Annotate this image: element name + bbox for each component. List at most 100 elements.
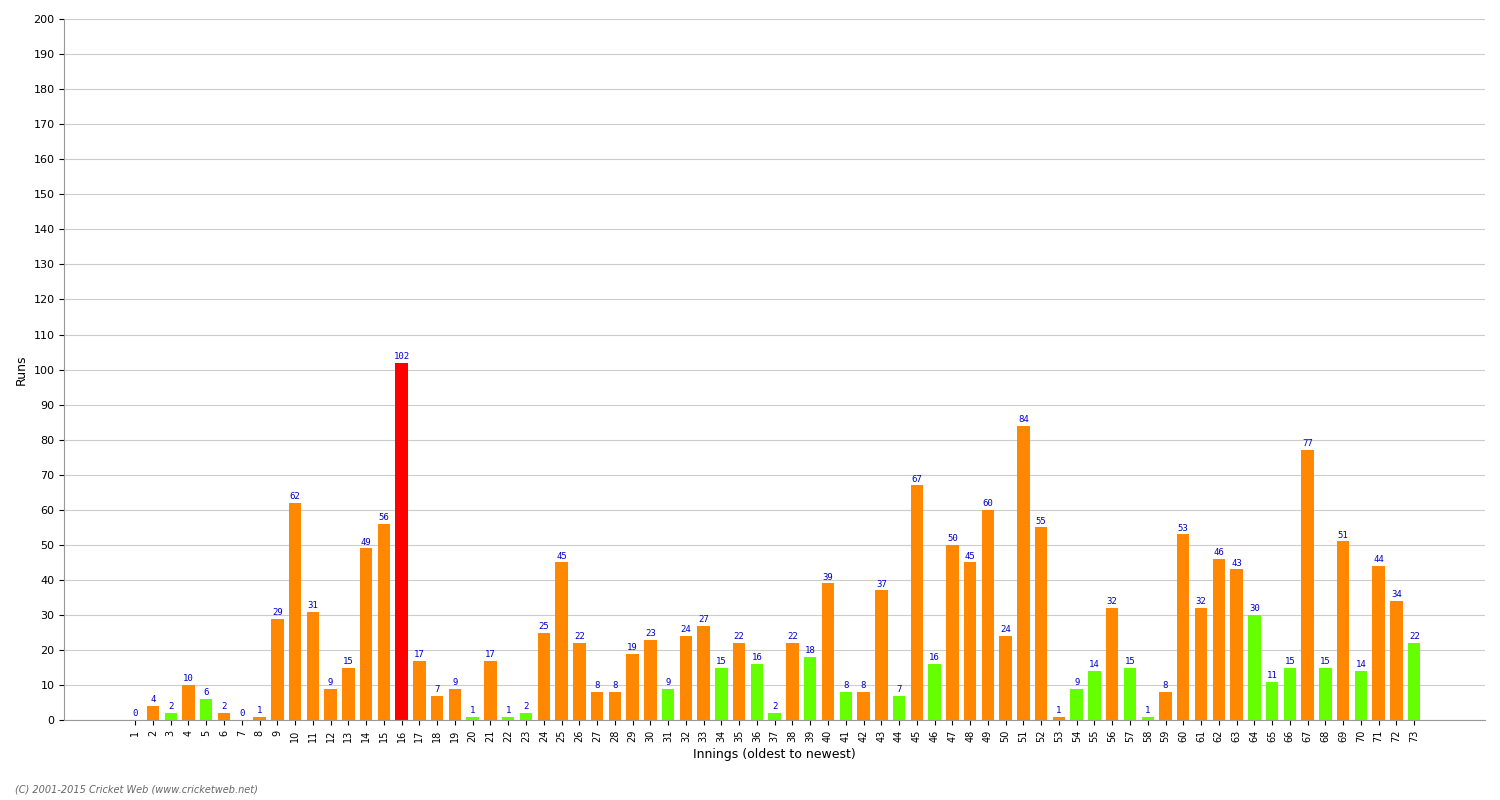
Text: 8: 8 <box>594 682 600 690</box>
Bar <box>1178 534 1190 720</box>
Bar <box>981 510 994 720</box>
Bar <box>804 657 816 720</box>
Bar <box>1336 542 1350 720</box>
Text: 11: 11 <box>1266 671 1278 680</box>
Bar <box>1284 668 1296 720</box>
Text: 45: 45 <box>556 552 567 561</box>
Bar <box>928 664 940 720</box>
Bar <box>413 661 426 720</box>
Text: 32: 32 <box>1196 598 1206 606</box>
Text: (C) 2001-2015 Cricket Web (www.cricketweb.net): (C) 2001-2015 Cricket Web (www.cricketwe… <box>15 784 258 794</box>
Bar <box>484 661 496 720</box>
Bar <box>1248 615 1260 720</box>
Bar <box>306 611 320 720</box>
Bar <box>254 717 266 720</box>
Bar <box>555 562 567 720</box>
Text: 14: 14 <box>1089 660 1100 670</box>
Text: 7: 7 <box>897 685 902 694</box>
Bar <box>360 549 372 720</box>
Text: 102: 102 <box>393 352 410 361</box>
Bar <box>272 618 284 720</box>
Text: 22: 22 <box>734 632 744 642</box>
Text: 22: 22 <box>1408 632 1419 642</box>
Bar <box>1142 717 1154 720</box>
Text: 34: 34 <box>1390 590 1402 599</box>
Text: 55: 55 <box>1036 517 1047 526</box>
Text: 49: 49 <box>362 538 372 546</box>
Bar <box>448 689 460 720</box>
Text: 15: 15 <box>716 657 728 666</box>
Bar <box>698 626 709 720</box>
Bar <box>217 714 229 720</box>
Bar <box>609 692 621 720</box>
Text: 15: 15 <box>344 657 354 666</box>
Text: 8: 8 <box>1162 682 1168 690</box>
Bar <box>964 562 976 720</box>
Text: 17: 17 <box>414 650 424 659</box>
Text: 62: 62 <box>290 492 300 501</box>
Bar <box>750 664 764 720</box>
Text: 51: 51 <box>1338 530 1348 540</box>
Bar <box>1196 608 1208 720</box>
Text: 19: 19 <box>627 643 638 652</box>
Bar <box>503 717 515 720</box>
Bar <box>1372 566 1384 720</box>
Bar <box>892 696 906 720</box>
Text: 77: 77 <box>1302 439 1312 449</box>
Text: 24: 24 <box>681 626 692 634</box>
Text: 10: 10 <box>183 674 194 683</box>
Bar <box>858 692 870 720</box>
Text: 1: 1 <box>506 706 512 715</box>
Bar <box>716 668 728 720</box>
Text: 53: 53 <box>1178 524 1188 533</box>
Text: 2: 2 <box>222 702 226 711</box>
Text: 25: 25 <box>538 622 549 631</box>
Text: 2: 2 <box>168 702 174 711</box>
Text: 2: 2 <box>524 702 528 711</box>
Bar <box>147 706 159 720</box>
Text: 46: 46 <box>1214 548 1224 557</box>
Text: 67: 67 <box>912 474 922 483</box>
Bar <box>1390 601 1402 720</box>
Text: 22: 22 <box>574 632 585 642</box>
Bar <box>183 685 195 720</box>
Bar <box>466 717 478 720</box>
Bar <box>165 714 177 720</box>
Bar <box>910 486 922 720</box>
Text: 18: 18 <box>806 646 816 655</box>
Text: 4: 4 <box>150 695 156 705</box>
Bar <box>874 590 888 720</box>
Text: 45: 45 <box>964 552 975 561</box>
Text: 39: 39 <box>822 573 834 582</box>
Bar <box>680 636 692 720</box>
Text: 8: 8 <box>843 682 849 690</box>
Text: 44: 44 <box>1374 555 1384 564</box>
Text: 27: 27 <box>699 615 709 624</box>
Bar <box>430 696 444 720</box>
Bar <box>1124 668 1136 720</box>
Bar <box>786 643 798 720</box>
Bar <box>1071 689 1083 720</box>
Bar <box>1318 668 1332 720</box>
Bar <box>396 362 408 720</box>
Text: 31: 31 <box>308 601 318 610</box>
Text: 15: 15 <box>1320 657 1330 666</box>
Text: 8: 8 <box>612 682 618 690</box>
Bar <box>537 633 550 720</box>
Text: 6: 6 <box>204 689 209 698</box>
Text: 1: 1 <box>470 706 476 715</box>
Text: 1: 1 <box>256 706 262 715</box>
Bar <box>591 692 603 720</box>
Text: 0: 0 <box>132 710 138 718</box>
Bar <box>1106 608 1119 720</box>
Bar <box>520 714 532 720</box>
Text: 37: 37 <box>876 580 886 589</box>
Bar <box>342 668 354 720</box>
Bar <box>999 636 1012 720</box>
Bar <box>573 643 585 720</box>
Bar <box>1408 643 1420 720</box>
Bar <box>1017 426 1029 720</box>
Text: 2: 2 <box>772 702 777 711</box>
Bar <box>1088 671 1101 720</box>
Text: 24: 24 <box>1000 626 1011 634</box>
